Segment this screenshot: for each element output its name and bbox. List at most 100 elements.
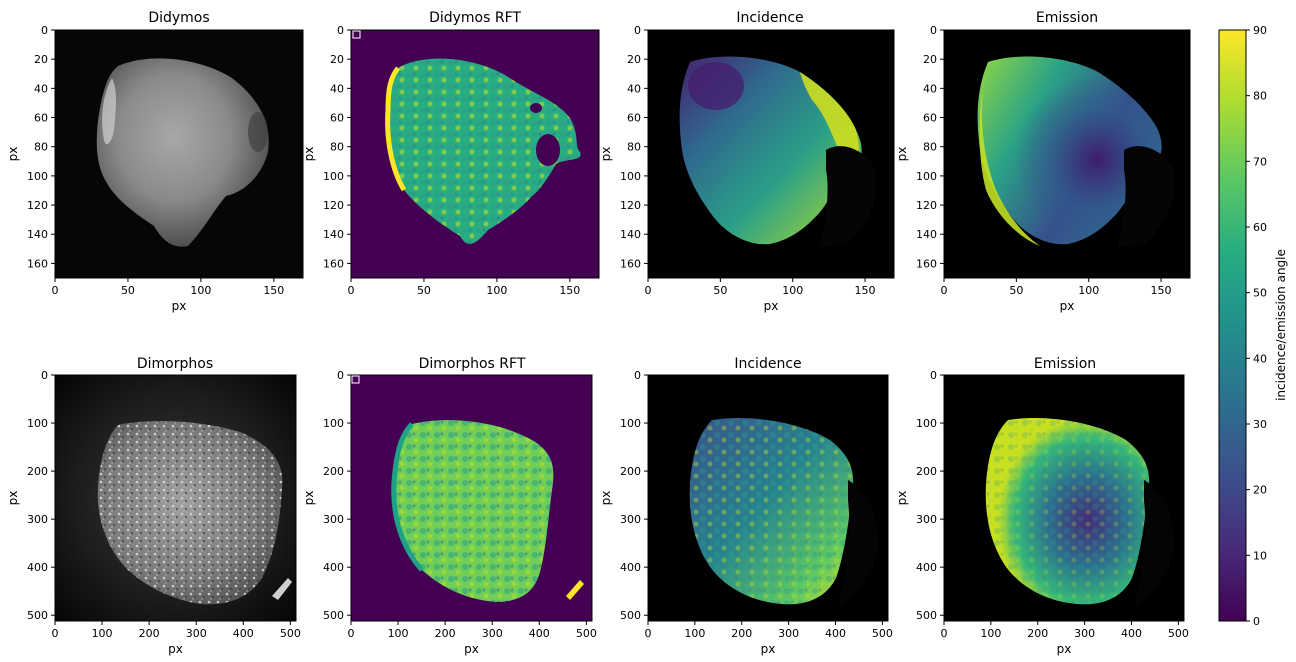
y-tick-label: 20 — [34, 53, 48, 66]
dimorphos-rft-psf-marker — [351, 375, 360, 384]
x-tick-label: 100 — [92, 627, 113, 640]
y-axis-label: px — [302, 147, 316, 162]
x-axis-label: px — [1060, 299, 1075, 313]
didymos-incidence-dark-core — [688, 62, 744, 110]
panel-didymos: Didymos — [55, 10, 303, 278]
colorbar-tick-label: 40 — [1253, 352, 1267, 365]
y-tick-label: 60 — [34, 112, 48, 125]
y-tick-label: 500 — [620, 609, 641, 622]
didymos-emission-shadow — [1118, 146, 1175, 246]
y-tick-label: 120 — [27, 199, 48, 212]
x-tick-label: 0 — [52, 284, 59, 297]
y-tick-label: 80 — [34, 141, 48, 154]
x-tick-label: 400 — [1121, 627, 1142, 640]
x-tick-label: 300 — [186, 627, 207, 640]
y-tick-label: 120 — [323, 199, 344, 212]
y-tick-label: 200 — [27, 465, 48, 478]
panel-dimorphos-emission: Emission — [944, 356, 1184, 621]
y-axis-label: px — [599, 491, 613, 506]
didymos-shadow-notch — [248, 112, 268, 152]
y-tick-label: 120 — [620, 199, 641, 212]
y-tick-label: 140 — [916, 228, 937, 241]
x-tick-label: 400 — [825, 627, 846, 640]
colorbar-tick-label: 0 — [1253, 615, 1260, 628]
y-tick-label: 100 — [620, 170, 641, 183]
axes-layer: 0 50 100 150 0 20 40 60 80 100 120 140 160 px px 0 50 100… — [6, 24, 1191, 656]
y-tick-label: 20 — [627, 53, 641, 66]
x-tick-label: 50 — [713, 284, 727, 297]
x-tick-label: 300 — [482, 627, 503, 640]
colorbar-gradient — [1218, 29, 1247, 622]
y-tick-label: 300 — [916, 513, 937, 526]
x-tick-label: 0 — [941, 627, 948, 640]
x-tick-label: 500 — [1168, 627, 1189, 640]
axes-frame — [54, 374, 297, 622]
colorbar-tick-label: 90 — [1253, 24, 1267, 37]
y-tick-label: 400 — [916, 561, 937, 574]
x-tick-label: 100 — [782, 284, 803, 297]
y-tick-label: 20 — [923, 53, 937, 66]
y-tick-label: 160 — [620, 257, 641, 270]
y-tick-label: 400 — [323, 561, 344, 574]
didymos-bright-rim — [102, 78, 116, 145]
colorbar-tick-label: 20 — [1253, 484, 1267, 497]
y-tick-label: 140 — [620, 228, 641, 241]
y-tick-label: 160 — [916, 257, 937, 270]
axes-frame — [647, 29, 895, 279]
didymos-emission-title: Emission — [1036, 10, 1098, 26]
y-tick-label: 0 — [337, 24, 344, 37]
y-tick-label: 100 — [916, 170, 937, 183]
y-tick-label: 140 — [27, 228, 48, 241]
panel-dimorphos-incidence: Incidence — [648, 356, 888, 621]
y-axis-label: px — [599, 147, 613, 162]
panel-didymos-incidence: Incidence — [648, 10, 894, 278]
dimorphos-rft-title: Dimorphos RFT — [419, 356, 526, 372]
dimorphos-incidence-shadow — [838, 480, 879, 606]
colorbar-label: incidence/emission angle — [1274, 249, 1288, 401]
x-tick-label: 0 — [941, 284, 948, 297]
y-tick-label: 60 — [330, 112, 344, 125]
y-tick-label: 0 — [337, 369, 344, 382]
panel-didymos-emission: Emission — [944, 10, 1190, 278]
y-tick-label: 500 — [27, 609, 48, 622]
y-tick-label: 500 — [323, 609, 344, 622]
y-tick-label: 0 — [634, 369, 641, 382]
panel-dimorphos: Dimorphos — [55, 356, 296, 621]
colorbar-tick-label: 70 — [1253, 155, 1267, 168]
y-tick-label: 40 — [34, 82, 48, 95]
x-tick-label: 400 — [529, 627, 550, 640]
y-tick-label: 160 — [27, 257, 48, 270]
y-axis-label: px — [6, 491, 20, 506]
y-tick-label: 100 — [916, 417, 937, 430]
y-tick-label: 0 — [930, 24, 937, 37]
x-tick-label: 150 — [263, 284, 284, 297]
didymos-title: Didymos — [148, 10, 209, 26]
x-tick-label: 0 — [645, 627, 652, 640]
y-tick-label: 500 — [916, 609, 937, 622]
y-tick-label: 300 — [27, 513, 48, 526]
y-tick-label: 100 — [27, 417, 48, 430]
colorbar: 0 10 20 30 40 50 60 70 80 90 incidence/emission a… — [1218, 24, 1288, 628]
y-tick-label: 60 — [627, 112, 641, 125]
x-tick-label: 500 — [280, 627, 301, 640]
y-tick-label: 120 — [916, 199, 937, 212]
colorbar-ticks: 0 10 20 30 40 50 60 70 80 90 — [1246, 24, 1267, 628]
dimorphos-small-fragment — [272, 578, 292, 600]
y-tick-label: 200 — [323, 465, 344, 478]
y-tick-label: 100 — [27, 170, 48, 183]
y-tick-label: 40 — [330, 82, 344, 95]
dimorphos-incidence-title: Incidence — [734, 356, 801, 372]
x-axis-label: px — [168, 642, 183, 656]
didymos-emission-bright-limb — [979, 62, 1040, 246]
colorbar-tick-label: 80 — [1253, 90, 1267, 103]
y-tick-label: 100 — [620, 417, 641, 430]
colorbar-tick-label: 60 — [1253, 221, 1267, 234]
x-tick-label: 50 — [1009, 284, 1023, 297]
x-axis-label: px — [761, 642, 776, 656]
dimorphos-incidence-texture — [689, 418, 854, 605]
axes-frame — [350, 29, 600, 279]
y-tick-label: 0 — [634, 24, 641, 37]
axes-frame — [54, 29, 304, 279]
x-tick-label: 200 — [1027, 627, 1048, 640]
x-tick-label: 100 — [1078, 284, 1099, 297]
